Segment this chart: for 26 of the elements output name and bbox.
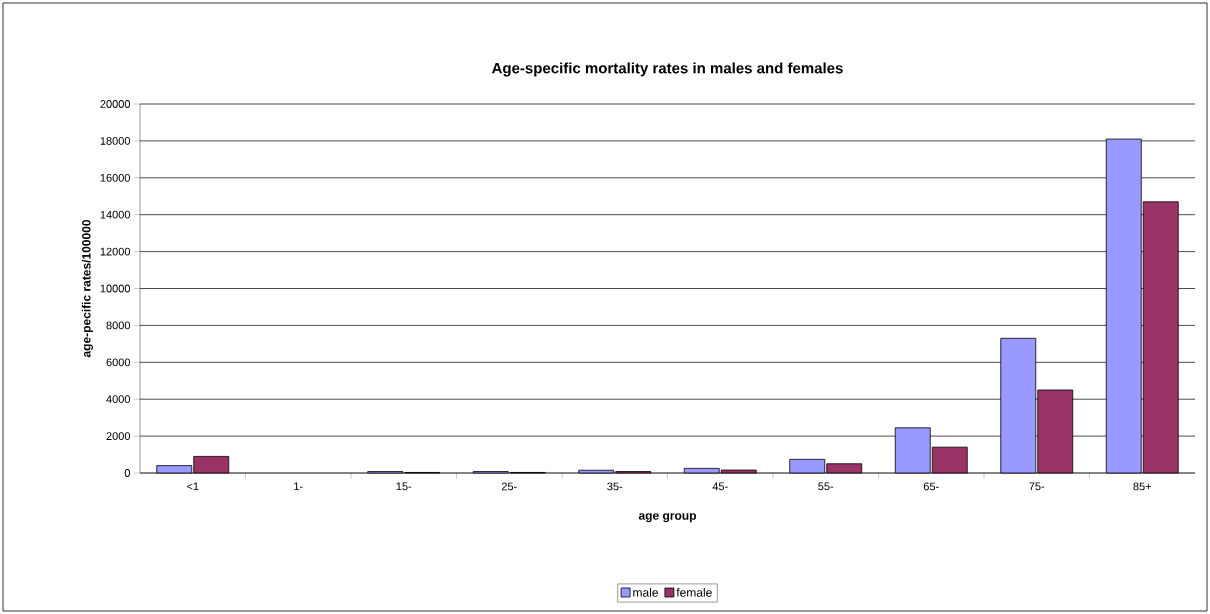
x-tick-label: 45-: [712, 482, 728, 491]
x-tick-label: <1: [187, 482, 199, 491]
x-tick-label: 25-: [501, 482, 517, 491]
legend-label: male: [633, 587, 658, 597]
x-tick-label: 85+: [1133, 482, 1152, 491]
x-tick-label: 35-: [607, 482, 623, 491]
y-tick-label: 10000: [100, 284, 131, 293]
y-tick-label: 4000: [106, 395, 131, 404]
y-tick-label: 14000: [100, 210, 131, 219]
y-tick-label: 0: [124, 469, 131, 477]
chart-title: Age-specific mortality rates in males and females: [491, 62, 843, 77]
y-tick-label: 20000: [100, 100, 131, 108]
x-tick-label: 55-: [818, 482, 834, 491]
y-tick-label: 8000: [106, 321, 131, 330]
x-tick-label: 75-: [1029, 482, 1045, 491]
y-tick-label: 18000: [100, 137, 131, 145]
x-tick-label: 1-: [294, 482, 303, 491]
y-tick-label: 12000: [100, 247, 131, 256]
y-tick-label: 6000: [106, 358, 131, 367]
y-axis-title: age-pecific rates/100000: [81, 219, 94, 358]
x-axis-title: age group: [638, 513, 696, 523]
x-tick-label: 15-: [396, 482, 412, 491]
x-tick-label: 65-: [923, 482, 939, 491]
legend-label: female: [676, 587, 712, 597]
y-tick-label: 2000: [106, 432, 131, 440]
y-tick-label: 16000: [100, 173, 131, 182]
